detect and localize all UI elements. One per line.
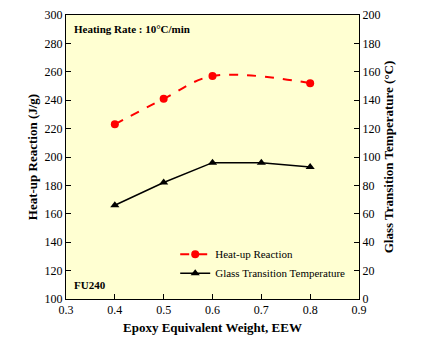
svg-text:200: 200	[45, 150, 63, 164]
svg-text:100: 100	[362, 150, 380, 164]
svg-text:Glass Transition Temperature: Glass Transition Temperature	[215, 267, 345, 279]
svg-text:Heat-up Reaction (J/g): Heat-up Reaction (J/g)	[25, 94, 40, 220]
svg-text:140: 140	[362, 93, 380, 107]
svg-text:200: 200	[362, 8, 380, 22]
svg-text:0.9: 0.9	[352, 303, 367, 317]
svg-text:Heating Rate : 10°C/min: Heating Rate : 10°C/min	[74, 23, 190, 35]
svg-text:Heat-up Reaction: Heat-up Reaction	[215, 248, 293, 260]
svg-text:100: 100	[45, 292, 63, 306]
svg-text:80: 80	[362, 179, 374, 193]
svg-text:0.5: 0.5	[156, 303, 171, 317]
svg-text:40: 40	[362, 235, 374, 249]
svg-text:220: 220	[45, 122, 63, 136]
svg-text:160: 160	[45, 207, 63, 221]
svg-text:Epoxy Equivalent Weight, EEW: Epoxy Equivalent Weight, EEW	[123, 320, 302, 335]
svg-text:FU240: FU240	[74, 279, 106, 291]
svg-text:120: 120	[362, 122, 380, 136]
svg-text:Glass Transition Temperature (: Glass Transition Temperature (°C)	[381, 61, 396, 254]
svg-text:0.4: 0.4	[107, 303, 122, 317]
svg-text:0.6: 0.6	[205, 303, 220, 317]
svg-text:20: 20	[362, 264, 374, 278]
svg-text:0.7: 0.7	[254, 303, 269, 317]
svg-text:180: 180	[45, 179, 63, 193]
svg-text:180: 180	[362, 37, 380, 51]
svg-text:140: 140	[45, 235, 63, 249]
svg-text:260: 260	[45, 65, 63, 79]
svg-text:240: 240	[45, 93, 63, 107]
svg-text:280: 280	[45, 37, 63, 51]
svg-text:60: 60	[362, 207, 374, 221]
svg-text:0: 0	[362, 292, 368, 306]
svg-text:0.3: 0.3	[59, 303, 74, 317]
svg-text:120: 120	[45, 264, 63, 278]
svg-text:160: 160	[362, 65, 380, 79]
svg-text:300: 300	[45, 8, 63, 22]
svg-text:0.8: 0.8	[303, 303, 318, 317]
